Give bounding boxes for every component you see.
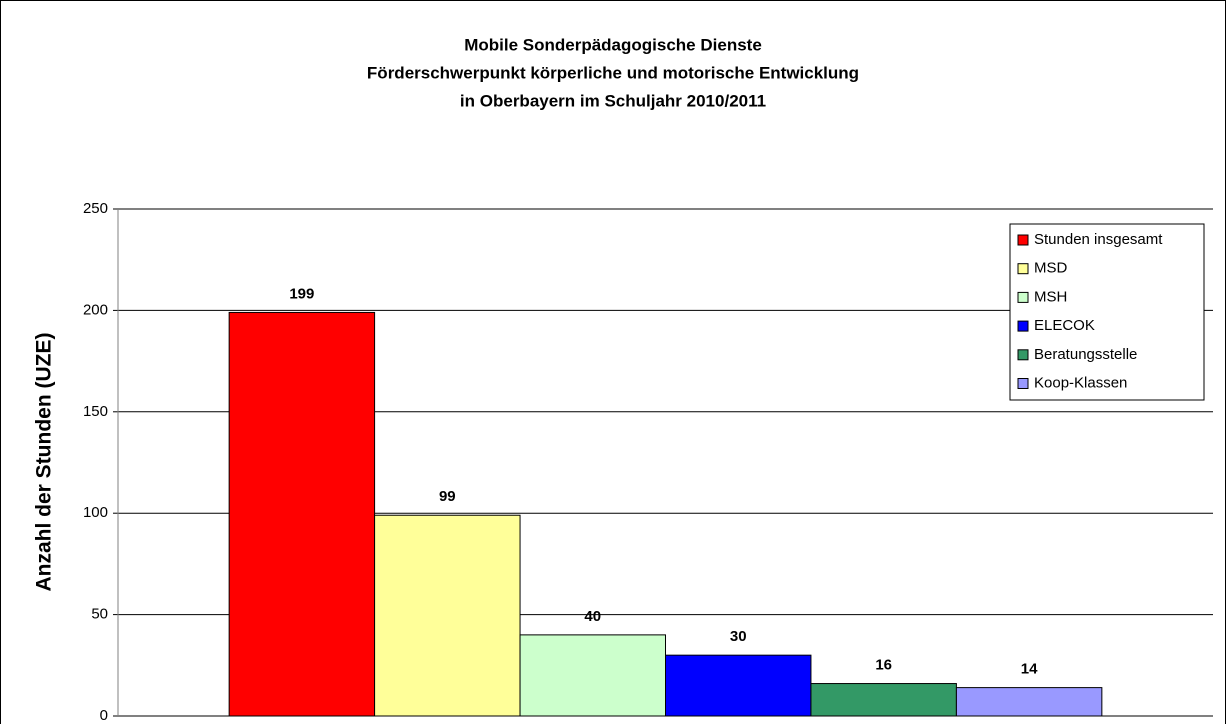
value-label: 99 (439, 488, 456, 505)
bar (519, 634, 666, 717)
legend-label: MSD (1034, 260, 1068, 277)
y-tick-label: 50 (91, 606, 108, 623)
y-tick-label: 100 (83, 504, 108, 521)
chart-title: Förderschwerpunkt körperliche und motori… (367, 63, 859, 82)
value-label: 30 (730, 628, 747, 645)
legend-box (1009, 223, 1205, 401)
bar (810, 683, 957, 717)
value-label: 199 (289, 285, 314, 302)
value-label: 16 (875, 657, 892, 674)
bar (955, 687, 1103, 717)
legend-label: MSH (1034, 288, 1067, 305)
legend-label: Beratungsstelle (1034, 346, 1137, 363)
legend-label: ELECOK (1034, 317, 1095, 334)
y-tick-label: 150 (83, 403, 108, 420)
bar (665, 654, 812, 717)
y-tick-label: 200 (83, 301, 108, 318)
legend-label: Stunden insgesamt (1034, 231, 1163, 248)
y-tick-label: 0 (100, 707, 108, 724)
legend-label: Koop-Klassen (1034, 374, 1127, 391)
bar (374, 514, 521, 717)
legend-swatch (1017, 263, 1029, 275)
chart-title: in Oberbayern im Schuljahr 2010/2011 (460, 91, 766, 110)
legend-swatch (1017, 234, 1029, 246)
legend-swatch (1017, 349, 1029, 361)
chart-title: Mobile Sonderpädagogische Dienste (464, 35, 762, 54)
y-axis-label: Anzahl der Stunden (UZE) (33, 333, 56, 592)
legend-swatch (1017, 291, 1029, 303)
value-label: 14 (1021, 661, 1038, 678)
legend-swatch (1017, 320, 1029, 332)
value-label: 40 (584, 608, 601, 625)
bar (228, 311, 376, 717)
legend-swatch (1017, 378, 1029, 389)
y-tick-label: 250 (83, 200, 108, 217)
